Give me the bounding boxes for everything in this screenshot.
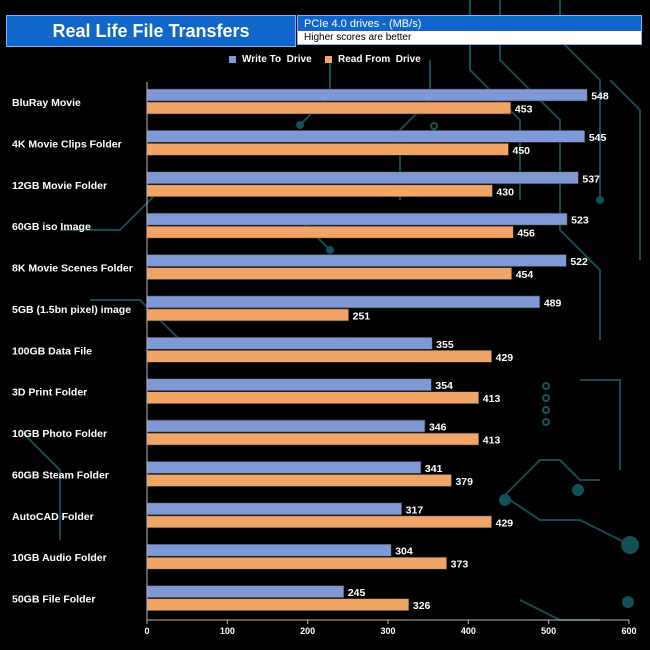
- data-label-write: 346: [429, 422, 447, 434]
- data-label-write: 537: [582, 173, 600, 185]
- legend-label-write: Write To Drive: [242, 54, 312, 65]
- data-label-read: 453: [515, 104, 533, 116]
- data-label-write: 304: [395, 546, 413, 558]
- data-label-write: 548: [591, 91, 609, 103]
- chart-title: Real Life File Transfers: [6, 15, 296, 47]
- bar-write: [146, 171, 579, 185]
- bar-write: [146, 543, 392, 557]
- x-tick-label: 600: [621, 626, 636, 636]
- legend: Write To Drive Read From Drive: [0, 54, 650, 68]
- x-tick-label: 400: [461, 626, 476, 636]
- bar-read: [146, 350, 492, 363]
- data-label-write: 522: [570, 256, 588, 268]
- bar-read: [146, 598, 410, 611]
- bar-write: [146, 295, 541, 309]
- category-label: 4K Movie Clips Folder: [12, 138, 122, 150]
- x-tick-label: 500: [541, 626, 556, 636]
- chart-note: Higher scores are better: [297, 31, 642, 45]
- bar-read: [146, 143, 509, 156]
- bar-write: [146, 212, 568, 226]
- data-label-read: 429: [496, 517, 514, 529]
- bar-write: [146, 254, 567, 267]
- chart-subtitle-box: PCIe 4.0 drives - (MB/s) Higher scores a…: [297, 15, 642, 45]
- data-label-read: 379: [455, 476, 473, 488]
- bar-read: [146, 474, 452, 487]
- bar-write: [146, 378, 432, 391]
- category-label: 12GB Movie Folder: [12, 180, 107, 192]
- bar-write: [146, 88, 588, 102]
- bar-write: [146, 419, 426, 433]
- data-label-read: 456: [517, 228, 535, 240]
- category-label: 3D Print Folder: [12, 387, 87, 399]
- data-label-read: 326: [413, 600, 431, 612]
- category-label: 60GB Steam Folder: [12, 469, 109, 481]
- data-label-read: 429: [496, 352, 514, 364]
- data-label-read: 413: [483, 393, 501, 405]
- data-label-read: 450: [513, 145, 531, 157]
- x-tick-label: 0: [144, 626, 149, 636]
- bar-read: [146, 391, 480, 404]
- legend-item-write: Write To Drive: [229, 54, 312, 65]
- legend-item-read: Read From Drive: [325, 54, 421, 65]
- bar-write: [146, 337, 433, 350]
- data-label-write: 545: [589, 132, 607, 144]
- bar-read: [146, 515, 492, 529]
- category-label: 100GB Data File: [12, 345, 92, 357]
- category-label: BluRay Movie: [12, 97, 81, 109]
- bar-read: [146, 101, 512, 115]
- chart-subtitle: PCIe 4.0 drives - (MB/s): [297, 15, 642, 31]
- data-label-write: 341: [425, 463, 443, 475]
- legend-label-read: Read From Drive: [338, 54, 421, 65]
- category-label: AutoCAD Folder: [12, 511, 94, 523]
- data-label-write: 354: [435, 380, 453, 392]
- data-label-read: 251: [353, 310, 371, 322]
- bar-write: [146, 130, 586, 143]
- bar-read: [146, 225, 514, 239]
- legend-swatch-read: [325, 56, 332, 63]
- data-label-read: 430: [496, 186, 514, 198]
- category-label: 10GB Photo Folder: [12, 428, 107, 440]
- x-tick-label: 300: [380, 626, 395, 636]
- bar-read: [146, 556, 447, 570]
- data-label-write: 355: [436, 339, 454, 351]
- data-label-write: 245: [348, 587, 366, 599]
- category-label: 60GB iso Image: [12, 221, 91, 233]
- bar-write: [146, 585, 345, 598]
- data-label-read: 373: [451, 559, 469, 571]
- data-label-write: 489: [544, 297, 562, 309]
- category-label: 5GB (1.5bn pixel) image: [12, 304, 131, 316]
- bar-read: [146, 308, 349, 322]
- data-label-write: 317: [406, 504, 424, 516]
- legend-swatch-write: [229, 56, 236, 63]
- category-label: 10GB Audio Folder: [12, 552, 107, 564]
- bar-read: [146, 432, 480, 446]
- x-tick-label: 100: [220, 626, 235, 636]
- category-label: 50GB File Folder: [12, 594, 95, 606]
- bar-write: [146, 461, 422, 474]
- data-label-write: 523: [571, 215, 589, 227]
- bar-read: [146, 184, 493, 198]
- bar-read: [146, 267, 513, 280]
- data-label-read: 454: [516, 269, 534, 281]
- bar-write: [146, 502, 402, 516]
- category-label: 8K Movie Scenes Folder: [12, 263, 133, 275]
- x-tick-label: 200: [300, 626, 315, 636]
- data-label-read: 413: [483, 435, 501, 447]
